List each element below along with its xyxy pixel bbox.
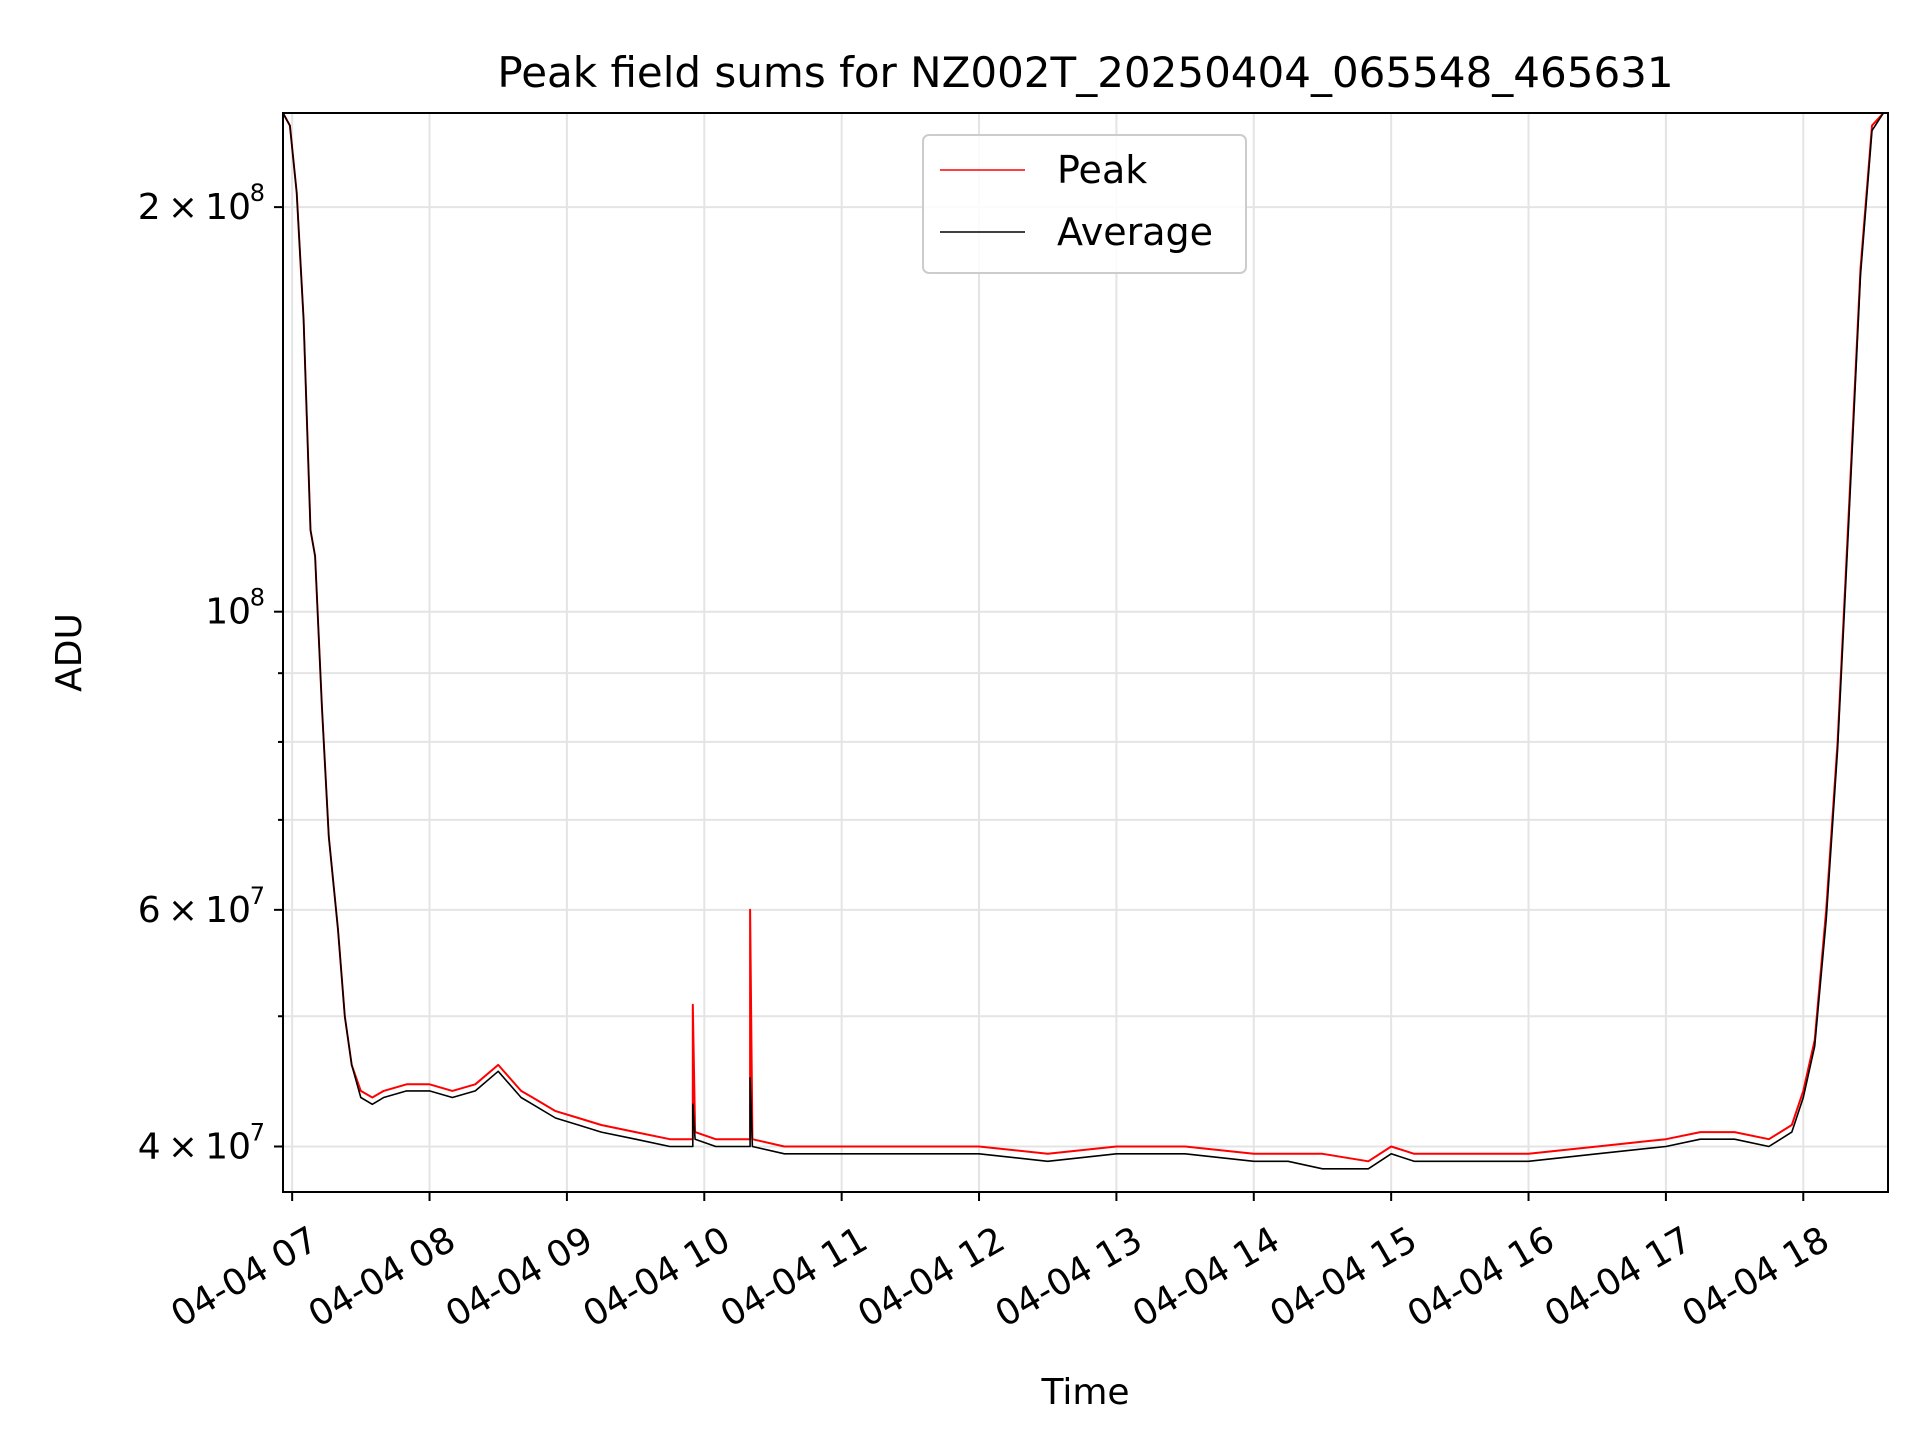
- grid: [283, 113, 1888, 1192]
- y-tick-label: 82 × 10: [138, 179, 265, 228]
- y-tick-exponent: 8: [250, 584, 265, 612]
- y-tick-exponent: 8: [250, 179, 265, 207]
- y-tick-base: 6 × 10: [138, 890, 251, 931]
- y-tick-base: 4 × 10: [138, 1126, 251, 1167]
- y-tick-label: 76 × 10: [138, 882, 265, 931]
- plot-frame: [282, 112, 1889, 1193]
- y-tick-base: 2 × 10: [138, 187, 251, 228]
- y-tick-label: 810: [205, 584, 265, 633]
- plot-lines: [282, 112, 1885, 1170]
- legend-label-average: Average: [1057, 210, 1213, 254]
- x-axis-label: Time: [1040, 1372, 1129, 1413]
- legend: Peak Average: [922, 134, 1247, 274]
- y-tick-exponent: 7: [250, 882, 265, 910]
- legend-label-peak: Peak: [1057, 148, 1147, 192]
- y-axis-label: ADU: [49, 613, 90, 692]
- chart-title: Peak field sums for NZ002T_20250404_0655…: [497, 48, 1673, 97]
- y-tick-base: 10: [205, 592, 251, 633]
- y-tick-label: 74 × 10: [138, 1118, 265, 1167]
- series-line-average: [282, 112, 1885, 1170]
- y-tick-exponent: 7: [250, 1118, 265, 1146]
